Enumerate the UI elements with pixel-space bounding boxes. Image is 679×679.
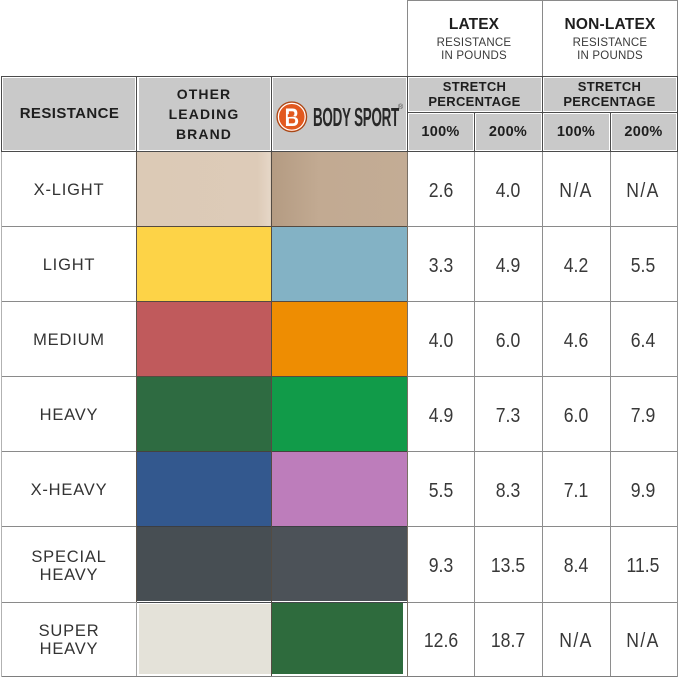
svg-text:B: B — [285, 104, 299, 132]
